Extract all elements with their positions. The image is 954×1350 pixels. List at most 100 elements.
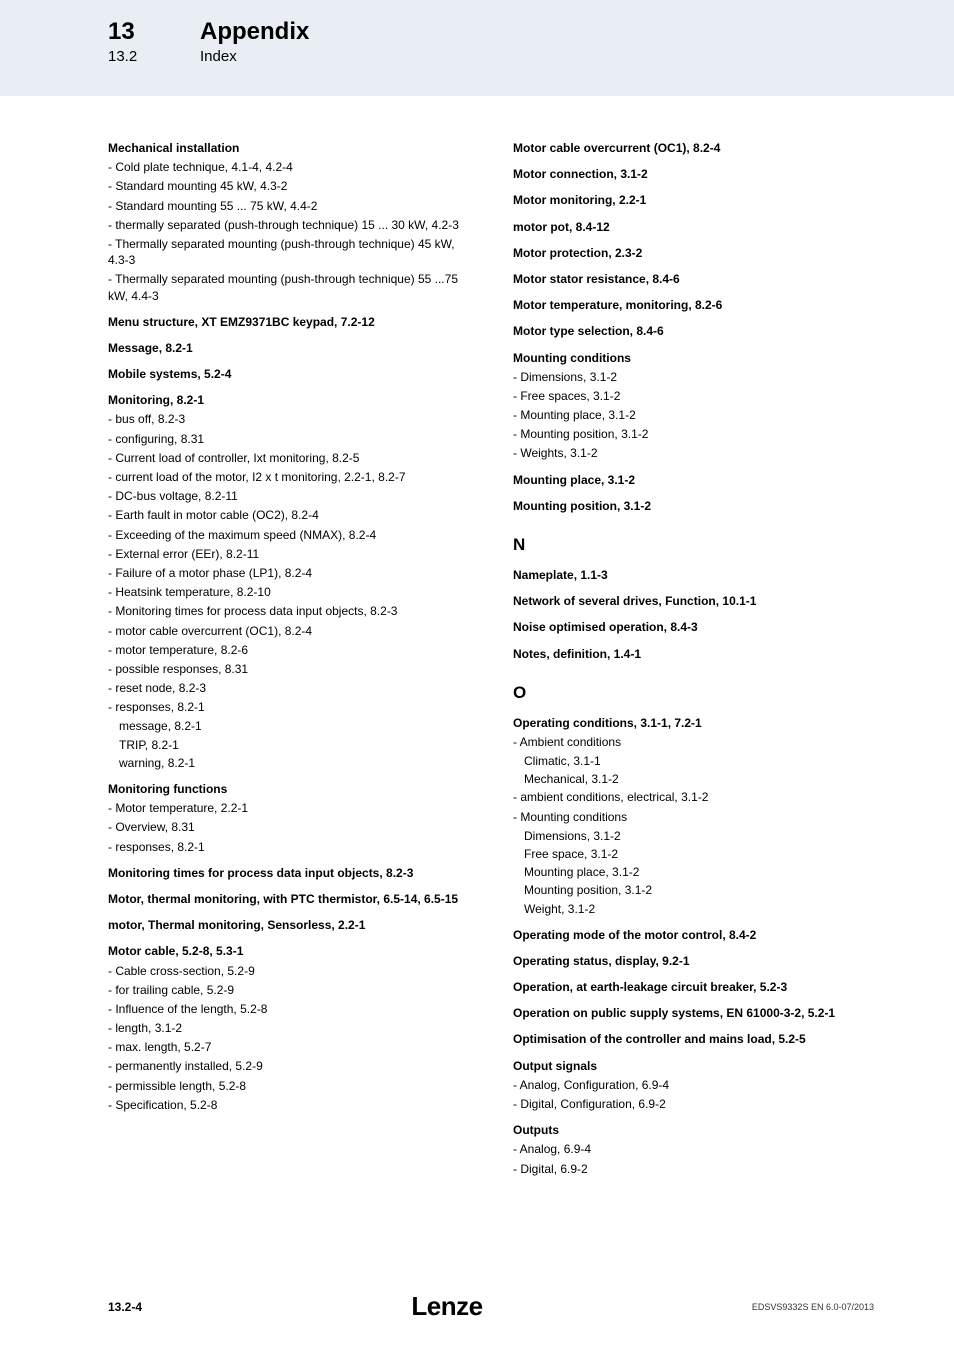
index-subentry: length, 3.1-2 xyxy=(108,1020,469,1036)
footer: 13.2-4 Lenze EDSVS9332S EN 6.0-07/2013 xyxy=(108,1291,874,1322)
index-heading: Motor, thermal monitoring, with PTC ther… xyxy=(108,891,469,907)
index-subentry: Standard mounting 55 ... 75 kW, 4.4-2 xyxy=(108,198,469,214)
brand-logo: Lenze xyxy=(411,1291,482,1322)
index-heading: Optimisation of the controller and mains… xyxy=(513,1031,874,1047)
index-subentry: Analog, 6.9-4 xyxy=(513,1141,874,1157)
index-heading: Mounting position, 3.1-2 xyxy=(513,498,874,514)
index-subentry: max. length, 5.2-7 xyxy=(108,1039,469,1055)
index-subentry: bus off, 8.2-3 xyxy=(108,411,469,427)
index-subentry: responses, 8.2-1 xyxy=(108,699,469,715)
index-subentry: Heatsink temperature, 8.2-10 xyxy=(108,584,469,600)
index-heading: motor pot, 8.4-12 xyxy=(513,219,874,235)
index-subentry: Specification, 5.2-8 xyxy=(108,1097,469,1113)
index-subentry: thermally separated (push-through techni… xyxy=(108,217,469,233)
index-letter: O xyxy=(513,682,874,705)
index-heading: Motor monitoring, 2.2-1 xyxy=(513,192,874,208)
index-heading: Motor cable overcurrent (OC1), 8.2-4 xyxy=(513,140,874,156)
index-sub-subentry: Weight, 3.1-2 xyxy=(524,901,874,917)
index-letter: N xyxy=(513,534,874,557)
index-subentry: Earth fault in motor cable (OC2), 8.2-4 xyxy=(108,507,469,523)
index-subentry: Digital, 6.9-2 xyxy=(513,1161,874,1177)
index-subentry: responses, 8.2-1 xyxy=(108,839,469,855)
index-heading: Operation, at earth-leakage circuit brea… xyxy=(513,979,874,995)
index-subentry: Analog, Configuration, 6.9-4 xyxy=(513,1077,874,1093)
index-heading: Output signals xyxy=(513,1058,874,1074)
index-heading: Operating mode of the motor control, 8.4… xyxy=(513,927,874,943)
index-heading: Network of several drives, Function, 10.… xyxy=(513,593,874,609)
page-number: 13.2-4 xyxy=(108,1300,142,1314)
index-heading: Motor protection, 2.3-2 xyxy=(513,245,874,261)
index-subentry: Mounting place, 3.1-2 xyxy=(513,407,874,423)
index-heading: Motor type selection, 8.4-6 xyxy=(513,323,874,339)
index-subentry: Ambient conditions xyxy=(513,734,874,750)
index-subentry: Mounting position, 3.1-2 xyxy=(513,426,874,442)
index-heading: Motor connection, 3.1-2 xyxy=(513,166,874,182)
index-subentry: Overview, 8.31 xyxy=(108,819,469,835)
document-code: EDSVS9332S EN 6.0-07/2013 xyxy=(752,1302,874,1312)
index-subentry: Standard mounting 45 kW, 4.3-2 xyxy=(108,178,469,194)
index-subentry: Thermally separated mounting (push-throu… xyxy=(108,271,469,303)
index-subentry: Cable cross-section, 5.2-9 xyxy=(108,963,469,979)
index-subentry: possible responses, 8.31 xyxy=(108,661,469,677)
index-sub-subentry: warning, 8.2-1 xyxy=(119,755,469,771)
index-subentry: Current load of controller, Ixt monitori… xyxy=(108,450,469,466)
index-sub-subentry: Mechanical, 3.1-2 xyxy=(524,771,874,787)
index-subentry: current load of the motor, I2 x t monito… xyxy=(108,469,469,485)
index-heading: motor, Thermal monitoring, Sensorless, 2… xyxy=(108,917,469,933)
index-heading: Noise optimised operation, 8.4-3 xyxy=(513,619,874,635)
index-subentry: Dimensions, 3.1-2 xyxy=(513,369,874,385)
index-subentry: permanently installed, 5.2-9 xyxy=(108,1058,469,1074)
section-number: 13.2 xyxy=(108,48,200,65)
index-heading: Motor stator resistance, 8.4-6 xyxy=(513,271,874,287)
index-subentry: Free spaces, 3.1-2 xyxy=(513,388,874,404)
index-sub-subentry: Dimensions, 3.1-2 xyxy=(524,828,874,844)
index-subentry: reset node, 8.2-3 xyxy=(108,680,469,696)
index-heading: Menu structure, XT EMZ9371BC keypad, 7.2… xyxy=(108,314,469,330)
index-subentry: Failure of a motor phase (LP1), 8.2-4 xyxy=(108,565,469,581)
index-heading: Monitoring times for process data input … xyxy=(108,865,469,881)
index-heading: Mounting conditions xyxy=(513,350,874,366)
index-subentry: DC-bus voltage, 8.2-11 xyxy=(108,488,469,504)
index-subentry: ambient conditions, electrical, 3.1-2 xyxy=(513,789,874,805)
index-subentry: Weights, 3.1-2 xyxy=(513,445,874,461)
index-subentry: Cold plate technique, 4.1-4, 4.2-4 xyxy=(108,159,469,175)
section-title: Index xyxy=(200,48,237,65)
index-sub-subentry: message, 8.2-1 xyxy=(119,718,469,734)
index-subentry: Thermally separated mounting (push-throu… xyxy=(108,236,469,268)
index-content: Mechanical installation Cold plate techni… xyxy=(0,96,954,1180)
index-sub-subentry: Climatic, 3.1-1 xyxy=(524,753,874,769)
index-subentry: External error (EEr), 8.2-11 xyxy=(108,546,469,562)
index-subentry: motor cable overcurrent (OC1), 8.2-4 xyxy=(108,623,469,639)
index-subentry: Motor temperature, 2.2-1 xyxy=(108,800,469,816)
right-column: Motor cable overcurrent (OC1), 8.2-4 Moto… xyxy=(513,140,874,1180)
left-column: Mechanical installation Cold plate techni… xyxy=(108,140,469,1180)
index-subentry: motor temperature, 8.2-6 xyxy=(108,642,469,658)
index-heading: Operation on public supply systems, EN 6… xyxy=(513,1005,874,1021)
index-sub-subentry: Mounting position, 3.1-2 xyxy=(524,882,874,898)
index-subentry: Influence of the length, 5.2-8 xyxy=(108,1001,469,1017)
index-heading: Mounting place, 3.1-2 xyxy=(513,472,874,488)
index-sub-subentry: TRIP, 8.2-1 xyxy=(119,737,469,753)
index-heading: Mechanical installation xyxy=(108,140,469,156)
index-heading: Nameplate, 1.1-3 xyxy=(513,567,874,583)
index-heading: Motor temperature, monitoring, 8.2-6 xyxy=(513,297,874,313)
index-heading: Operating conditions, 3.1-1, 7.2-1 xyxy=(513,715,874,731)
index-subentry: for trailing cable, 5.2-9 xyxy=(108,982,469,998)
index-heading: Monitoring, 8.2-1 xyxy=(108,392,469,408)
header-band: 13 Appendix 13.2 Index xyxy=(0,0,954,96)
index-subentry: permissible length, 5.2-8 xyxy=(108,1078,469,1094)
chapter-title: Appendix xyxy=(200,18,309,46)
index-heading: Monitoring functions xyxy=(108,781,469,797)
index-subentry: Mounting conditions xyxy=(513,809,874,825)
index-heading: Motor cable, 5.2-8, 5.3-1 xyxy=(108,943,469,959)
index-subentry: Monitoring times for process data input … xyxy=(108,603,469,619)
index-subentry: Digital, Configuration, 6.9-2 xyxy=(513,1096,874,1112)
index-heading: Notes, definition, 1.4-1 xyxy=(513,646,874,662)
index-heading: Mobile systems, 5.2-4 xyxy=(108,366,469,382)
index-sub-subentry: Mounting place, 3.1-2 xyxy=(524,864,874,880)
chapter-number: 13 xyxy=(108,18,200,46)
index-heading: Message, 8.2-1 xyxy=(108,340,469,356)
index-subentry: configuring, 8.31 xyxy=(108,431,469,447)
index-subentry: Exceeding of the maximum speed (NMAX), 8… xyxy=(108,527,469,543)
index-heading: Operating status, display, 9.2-1 xyxy=(513,953,874,969)
